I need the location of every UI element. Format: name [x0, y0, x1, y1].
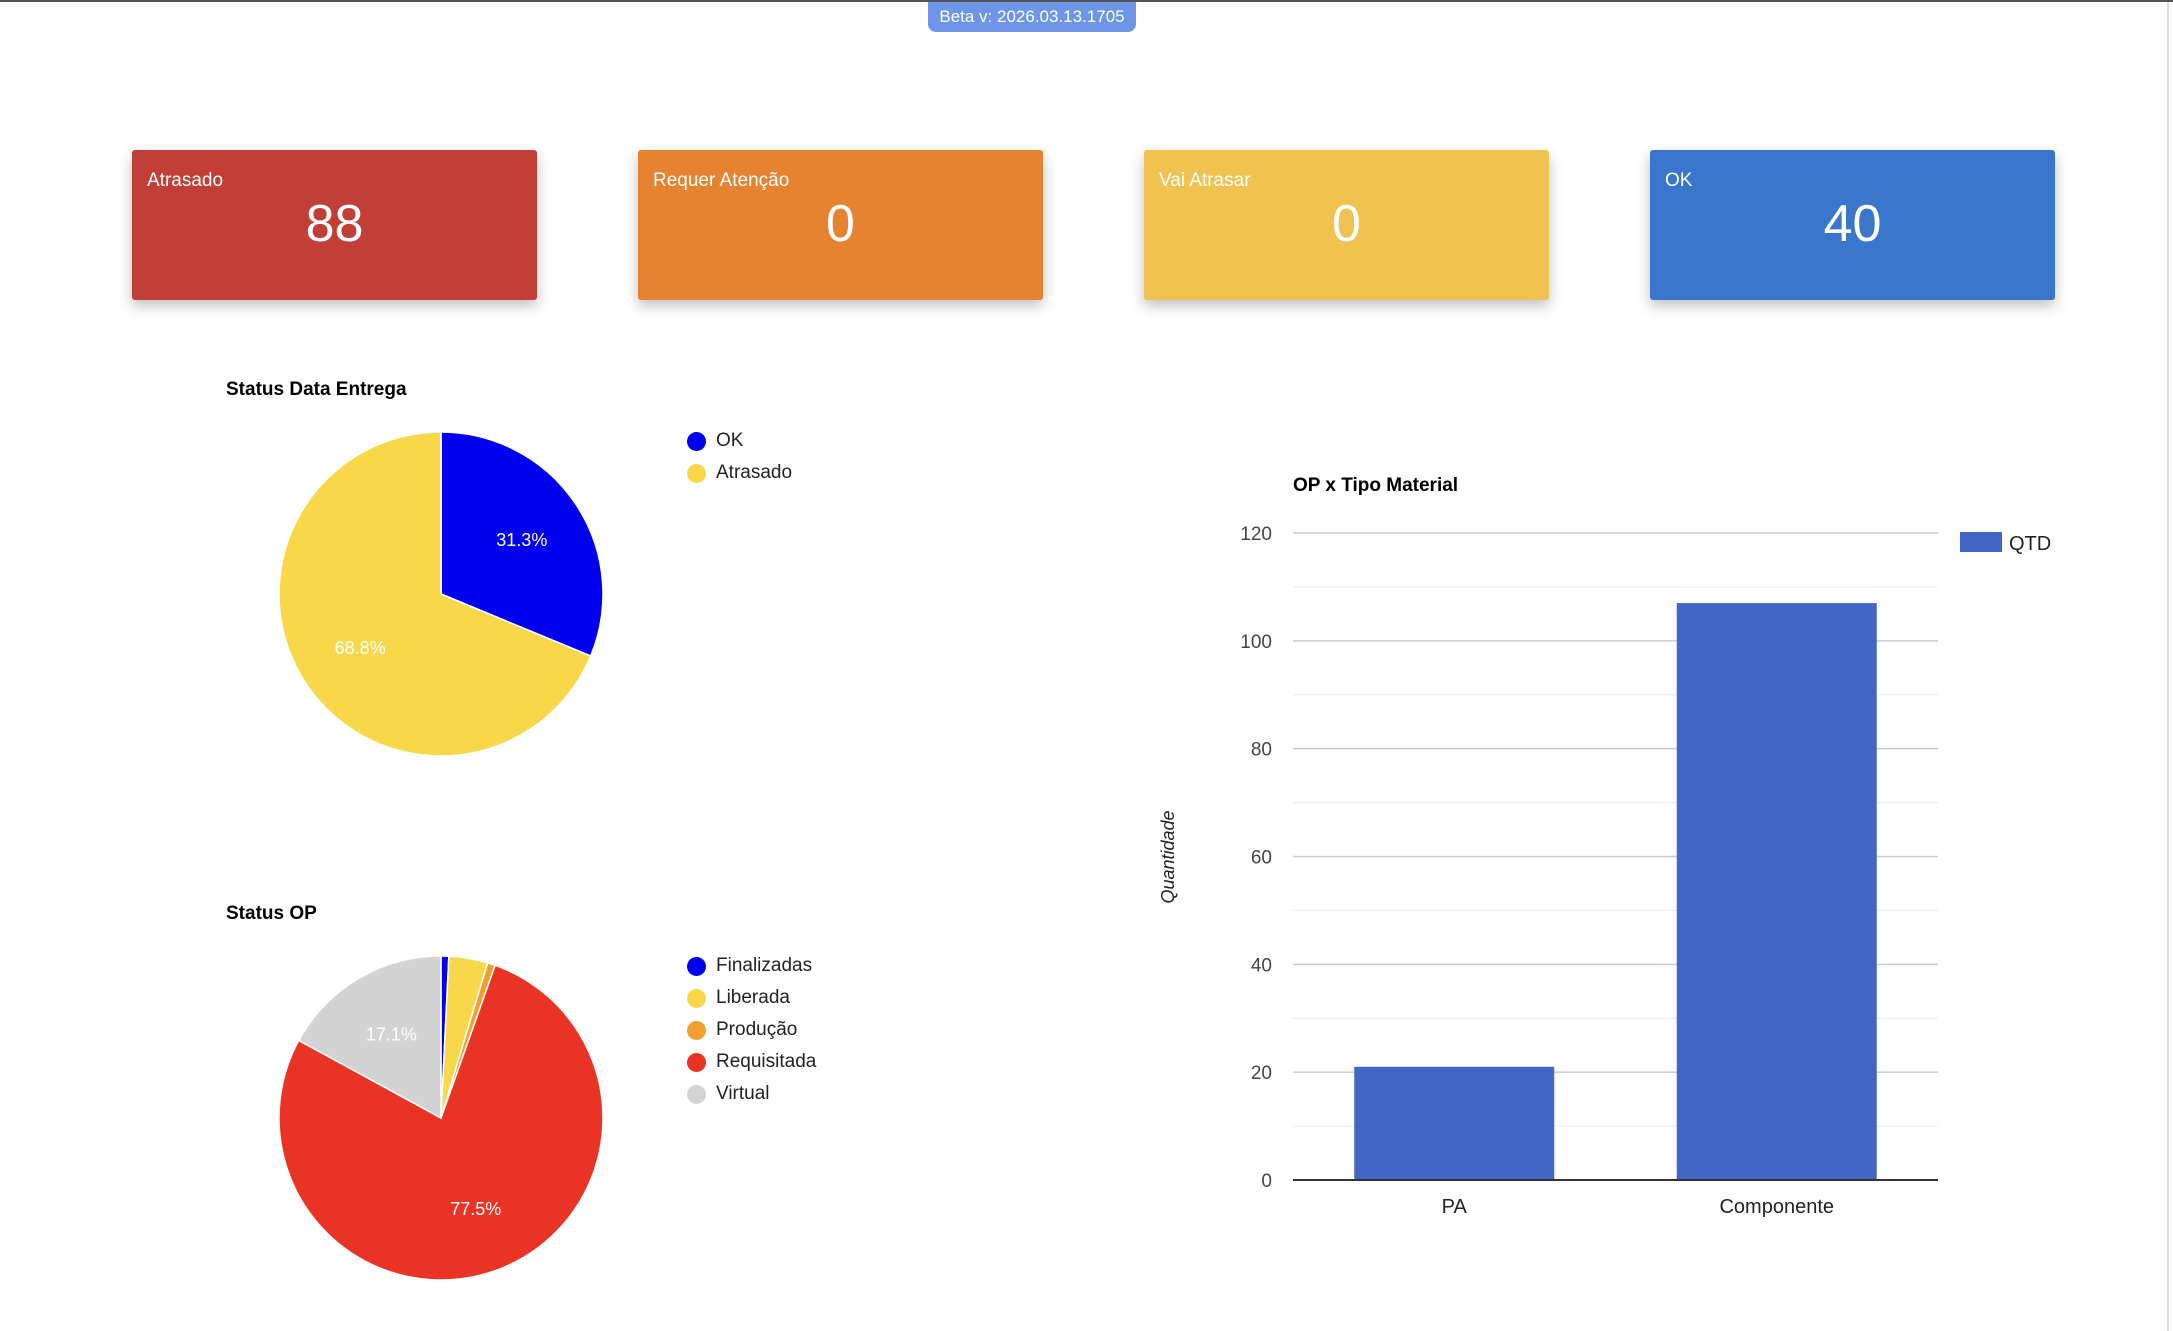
legend-label: Produção [716, 1019, 798, 1040]
y-axis-label: Quantidade [1158, 810, 1178, 903]
card-value: 40 [1823, 195, 1882, 253]
y-tick-label: 100 [1240, 632, 1272, 653]
bar-componente[interactable] [1676, 603, 1877, 1180]
legend-item[interactable]: Atrasado [687, 457, 792, 489]
legend-item[interactable]: OK [687, 425, 792, 457]
status-card-vai-atrasar[interactable]: Vai Atrasar 0 [1144, 150, 1549, 300]
pie-slice-ok[interactable] [440, 431, 604, 657]
pie2-title: Status OP [226, 903, 317, 924]
pie-slice-virtual[interactable] [297, 955, 442, 1120]
card-value: 0 [1332, 195, 1361, 253]
card-label: OK [1665, 170, 1693, 191]
y-tick-label: 0 [1261, 1171, 1272, 1192]
bar-title: OP x Tipo Material [1293, 475, 1459, 496]
pie2-legend: Finalizadas Liberada Produção Requisitada Vi… [687, 950, 816, 1110]
y-tick-label: 60 [1251, 848, 1272, 869]
legend-swatch-icon [1960, 532, 2002, 552]
bar-legend-label: QTD [2009, 533, 2051, 555]
scrollbar[interactable] [2167, 2, 2169, 1331]
slice-label: 17.1% [366, 1024, 417, 1044]
status-card-atrasado[interactable]: Atrasado 88 [132, 150, 537, 300]
status-card-ok[interactable]: OK 40 [1650, 150, 2055, 300]
y-tick-label: 40 [1251, 955, 1272, 976]
card-value: 0 [826, 195, 855, 253]
pie-slice-requisitada[interactable] [278, 964, 604, 1281]
legend-item[interactable]: Produção [687, 1014, 816, 1046]
bar-pa[interactable] [1354, 1066, 1555, 1180]
y-tick-label: 80 [1251, 740, 1272, 761]
legend-dot-icon [687, 431, 706, 451]
legend-label: Finalizadas [716, 955, 813, 976]
x-tick-label: Componente [1719, 1196, 1834, 1218]
legend-label: Requisitada [716, 1051, 817, 1072]
legend-dot-icon [687, 1084, 706, 1104]
version-badge: Beta v: 2026.03.13.1705 [928, 2, 1136, 32]
status-card-requer-atenção[interactable]: Requer Atenção 0 [638, 150, 1043, 300]
legend-item[interactable]: Requisitada [687, 1046, 816, 1078]
card-label: Atrasado [147, 170, 224, 191]
legend-label: Virtual [716, 1083, 770, 1104]
legend-dot-icon [687, 463, 706, 483]
legend-label: Atrasado [716, 462, 793, 483]
pie1-title: Status Data Entrega [226, 379, 407, 400]
y-tick-label: 120 [1240, 524, 1272, 545]
card-value: 88 [305, 195, 364, 253]
legend-dot-icon [687, 1052, 706, 1072]
legend-item[interactable]: Finalizadas [687, 950, 816, 982]
legend-item[interactable]: Virtual [687, 1078, 816, 1110]
legend-dot-icon [687, 988, 706, 1008]
legend-item[interactable]: Liberada [687, 982, 816, 1014]
x-tick-label: PA [1442, 1196, 1468, 1218]
legend-label: Liberada [716, 987, 790, 1008]
legend-dot-icon [687, 956, 706, 976]
pie-slice-atrasado[interactable] [278, 431, 592, 757]
slice-label: 31.3% [496, 530, 547, 550]
legend-label: OK [716, 430, 744, 451]
card-label: Vai Atrasar [1159, 170, 1251, 191]
legend-dot-icon [687, 1020, 706, 1040]
slice-label: 77.5% [450, 1199, 501, 1219]
slice-label: 68.8% [335, 638, 386, 658]
pie1-legend: OK Atrasado [687, 425, 792, 489]
card-label: Requer Atenção [653, 170, 790, 191]
y-tick-label: 20 [1251, 1063, 1272, 1084]
